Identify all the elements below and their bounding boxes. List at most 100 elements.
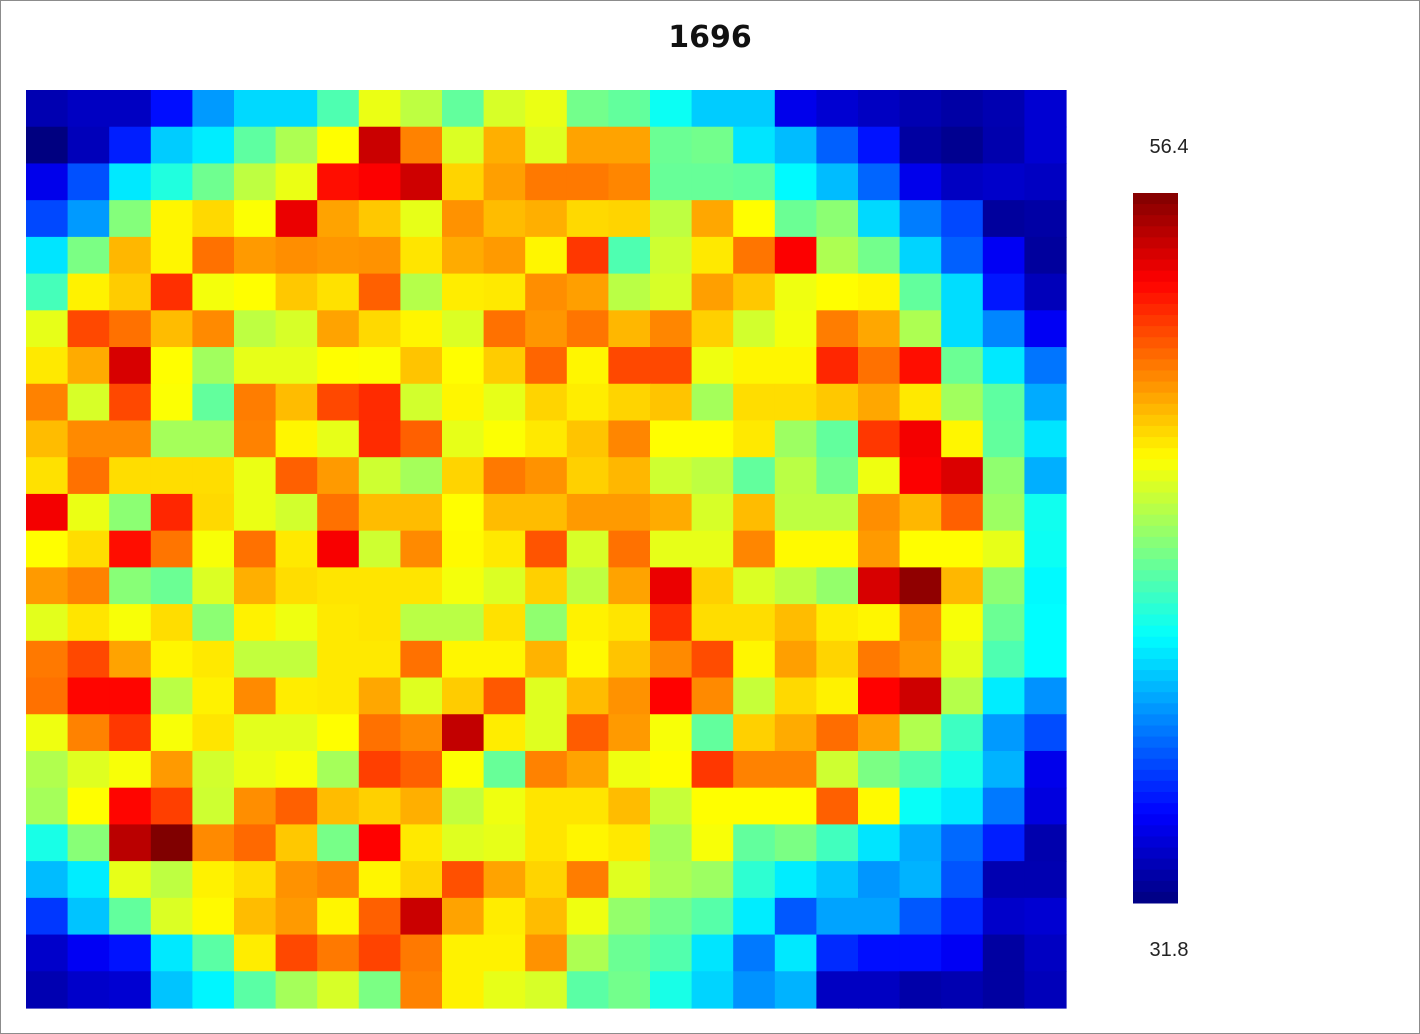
heatmap-cell: [774, 897, 817, 936]
heatmap-cell: [733, 934, 776, 972]
heatmap-cell: [67, 273, 110, 311]
colorbar-step: [1133, 803, 1178, 815]
heatmap-cell: [691, 493, 734, 532]
heatmap-cell: [400, 971, 443, 1009]
colorbar-step: [1133, 570, 1178, 582]
heatmap-cell: [275, 677, 318, 715]
heatmap-cell: [26, 493, 69, 532]
heatmap-cell: [234, 126, 277, 165]
heatmap-cell: [317, 200, 360, 238]
heatmap-cell: [566, 310, 609, 348]
heatmap-cell: [941, 273, 984, 311]
heatmap-cell: [691, 787, 734, 825]
heatmap-cell: [858, 530, 901, 568]
heatmap-cell: [525, 787, 568, 825]
heatmap-cell: [234, 200, 277, 238]
heatmap-cell: [774, 163, 817, 201]
heatmap-cell: [608, 567, 651, 605]
heatmap-cell: [1024, 567, 1067, 605]
heatmap-cell: [733, 163, 776, 201]
heatmap-cell: [566, 126, 609, 165]
colorbar-step: [1133, 703, 1178, 715]
heatmap-cell: [192, 457, 235, 495]
heatmap-cell: [192, 90, 235, 128]
heatmap-cell: [1024, 200, 1067, 238]
heatmap-cell: [525, 750, 568, 789]
heatmap-cell: [774, 310, 817, 348]
heatmap-cell: [774, 861, 817, 899]
heatmap-cell: [733, 200, 776, 238]
heatmap-cell: [358, 861, 401, 899]
heatmap-cell: [858, 861, 901, 899]
heatmap-cell: [275, 971, 318, 1009]
heatmap-cell: [150, 971, 193, 1009]
heatmap-cell: [525, 861, 568, 899]
heatmap-cell: [317, 861, 360, 899]
heatmap-cell: [192, 677, 235, 715]
heatmap-cell: [150, 347, 193, 385]
heatmap-cell: [650, 236, 693, 275]
heatmap-cell: [442, 457, 485, 495]
heatmap-cell: [566, 236, 609, 275]
heatmap-cell: [650, 310, 693, 348]
heatmap-cell: [816, 604, 859, 642]
heatmap-cell: [733, 273, 776, 311]
heatmap-cell: [566, 750, 609, 789]
heatmap-cell: [400, 714, 443, 752]
heatmap-cell: [816, 200, 859, 238]
heatmap-cell: [109, 236, 152, 275]
heatmap-cell: [733, 897, 776, 936]
heatmap-cell: [691, 604, 734, 642]
heatmap-cell: [109, 383, 152, 422]
heatmap-cell: [483, 457, 526, 495]
heatmap-cell: [691, 824, 734, 862]
heatmap-cell: [67, 236, 110, 275]
heatmap-cell: [275, 420, 318, 458]
heatmap-cell: [982, 677, 1025, 715]
heatmap-cell: [566, 383, 609, 422]
heatmap-cell: [67, 971, 110, 1009]
heatmap-cell: [358, 347, 401, 385]
heatmap-cell: [26, 347, 69, 385]
heatmap-cell: [733, 347, 776, 385]
heatmap-cell: [275, 493, 318, 532]
heatmap-cell: [442, 677, 485, 715]
heatmap-cell: [26, 824, 69, 862]
heatmap-cell: [483, 677, 526, 715]
heatmap-cell: [67, 163, 110, 201]
heatmap-cell: [192, 420, 235, 458]
heatmap-cell: [109, 90, 152, 128]
heatmap-cell: [858, 310, 901, 348]
heatmap-cell: [858, 897, 901, 936]
chart-title: 1696: [668, 20, 752, 55]
heatmap-cell: [774, 824, 817, 862]
heatmap-cell: [400, 420, 443, 458]
heatmap-cell: [566, 493, 609, 532]
heatmap-cell: [442, 200, 485, 238]
heatmap-cell: [566, 714, 609, 752]
heatmap-cell: [899, 126, 942, 165]
colorbar-step: [1133, 636, 1178, 649]
heatmap-cell: [150, 714, 193, 752]
heatmap-cell: [109, 310, 152, 348]
heatmap-cell: [150, 604, 193, 642]
heatmap-cell: [941, 90, 984, 128]
heatmap-cell: [192, 347, 235, 385]
colorbar-step: [1133, 525, 1178, 538]
heatmap-cell: [899, 604, 942, 642]
heatmap-cell: [941, 420, 984, 458]
heatmap-cell: [650, 163, 693, 201]
heatmap-cell: [109, 640, 152, 679]
heatmap-cell: [941, 383, 984, 422]
heatmap-cell: [483, 567, 526, 605]
heatmap-cell: [442, 934, 485, 972]
heatmap-cell: [400, 861, 443, 899]
heatmap-cell: [67, 750, 110, 789]
heatmap-cell: [358, 420, 401, 458]
heatmap-cell: [941, 934, 984, 972]
heatmap-cell: [691, 934, 734, 972]
heatmap-cell: [608, 714, 651, 752]
heatmap-cell: [26, 897, 69, 936]
heatmap-cell: [400, 604, 443, 642]
heatmap-cell: [442, 236, 485, 275]
